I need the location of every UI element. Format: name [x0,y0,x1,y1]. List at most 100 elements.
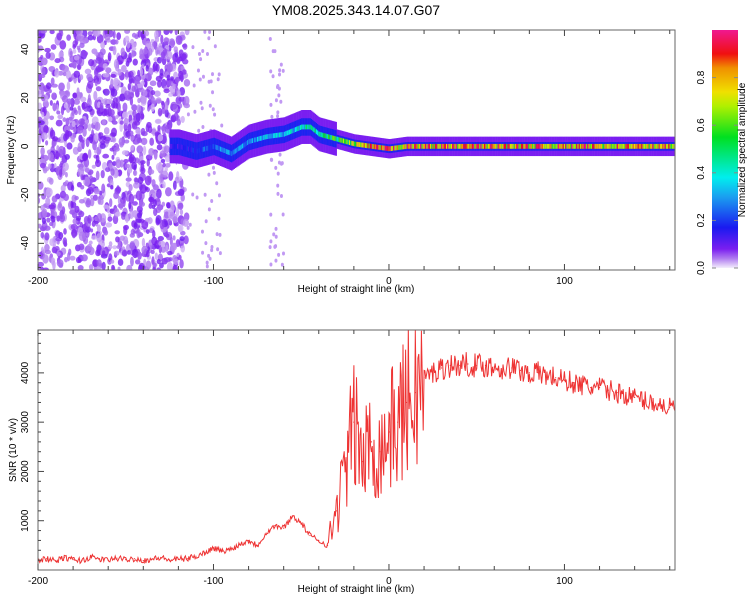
noise-cell [131,104,138,111]
ridge-core [255,137,258,142]
ridge-core [371,143,373,149]
noise-cell [276,191,280,196]
noise-cell [68,248,72,256]
noise-cell [96,266,101,270]
noise-cell [40,30,48,34]
noise-cell [41,217,47,225]
ridge-core [388,146,390,152]
noise-cell [157,107,163,117]
noise-cell [63,239,67,247]
ridge-core [637,143,640,149]
noise-cell [269,212,273,217]
snr-point [72,559,74,561]
ridge-core [298,125,301,131]
noise-cell [174,30,178,36]
ridge-core [608,143,610,149]
noise-cell [62,162,69,171]
noise-cell [132,42,137,48]
snr-point [379,451,381,453]
ridge-core [293,127,296,133]
ridge-core [619,143,621,149]
ridge-core [482,143,485,149]
noise-cell [43,225,51,231]
noise-cell [147,169,155,175]
ridge-core [288,129,291,135]
noise-cell [208,30,212,35]
ridge-core [525,143,528,149]
noise-cell [102,153,110,159]
colorbar-tick-label: 0.0 [696,261,707,275]
ridge-core [250,138,253,144]
noise-cell [103,229,109,236]
ridge-core [253,137,255,143]
noise-cell [177,224,184,233]
noise-cell [45,51,51,60]
ridge-core [464,143,466,149]
snr-point [335,510,337,512]
ridge-core [452,143,454,149]
ridge-core [360,142,362,148]
noise-cell [78,243,85,251]
ridge-core [465,143,468,149]
noise-cell [196,68,200,73]
noise-cell [132,248,139,259]
noise-cell [156,56,163,64]
ridge-core [476,143,479,149]
ridge-core [560,143,562,149]
noise-cell [71,232,76,239]
x-tick-label: 100 [556,276,573,287]
snr-point [204,552,206,554]
colorbar-tick-label: 0.2 [696,213,707,227]
ridge-core [224,148,227,154]
noise-cell [159,68,164,76]
noise-cell [127,123,132,133]
noise-cell [60,105,65,116]
noise-cell [84,166,90,173]
ridge-core [626,143,629,149]
snr-point [493,366,495,368]
noise-cell [188,222,192,227]
noise-cell [60,160,64,166]
noise-cell [72,48,77,54]
noise-cell [64,171,68,178]
noise-cell [270,114,274,119]
noise-cell [136,137,143,144]
noise-cell [175,96,182,105]
ridge-core [317,130,319,136]
ridge-core [403,144,405,150]
snr-point [63,557,65,559]
noise-cell [167,250,173,256]
ridge-core [571,143,573,149]
noise-cell [207,172,211,177]
ridge-core [441,143,443,149]
noise-cell [134,83,138,94]
snr-point [572,382,574,384]
ridge-core [374,144,377,150]
noise-cell [117,169,123,176]
noise-cell [93,90,98,101]
ridge-core [493,143,496,149]
noise-cell [88,264,94,270]
noise-cell [78,210,85,218]
noise-cell [176,90,181,98]
noise-cell [204,241,208,246]
ridge-core [663,143,665,149]
noise-cell [58,231,64,240]
noise-cell [208,256,212,261]
noise-cell [57,203,63,211]
ridge-core [325,133,328,139]
noise-cell [201,74,205,79]
snr-point [370,441,373,443]
noise-cell [87,149,92,159]
ridge-core [379,145,382,150]
noise-cell [180,115,185,124]
noise-cell [119,93,126,102]
ridge-core [227,149,229,155]
noise-cell [155,99,162,104]
snr-point [54,560,57,562]
noise-cell [110,73,117,78]
noise-cell [111,154,115,160]
ridge-core [668,143,670,149]
noise-cell [117,266,121,270]
noise-cell [65,70,72,80]
